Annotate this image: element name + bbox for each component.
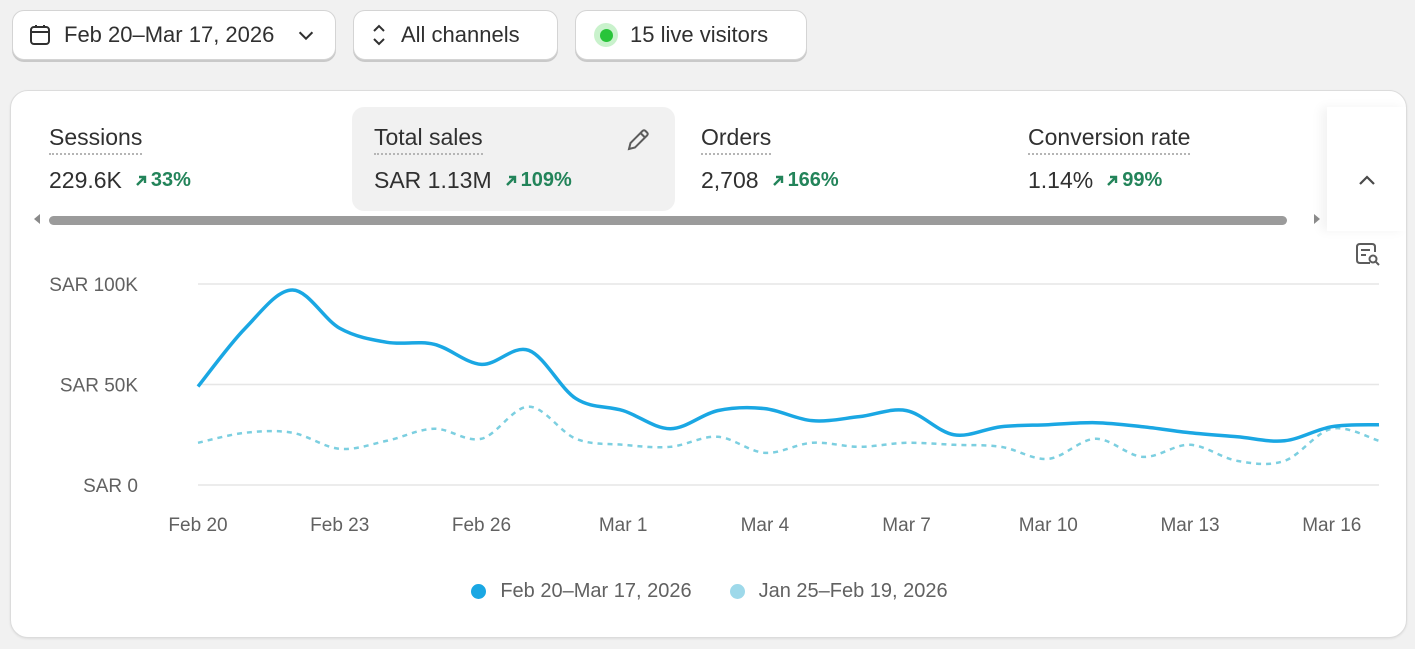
legend-label-current: Feb 20–Mar 17, 2026 [500,580,692,602]
y-tick-label: SAR 100K [49,275,138,296]
scroll-right-arrow-icon[interactable] [1311,211,1323,227]
metric-title: Conversion rate [1028,123,1191,155]
legend-item-current[interactable]: Feb 20–Mar 17, 2026 [471,580,692,603]
pencil-icon[interactable] [623,125,653,155]
metric-total-sales[interactable]: Total sales SAR 1.13M 109% [352,107,675,211]
arrow-up-right-icon [772,175,783,186]
channels-label: All channels [401,22,520,47]
date-range-button[interactable]: Feb 20–Mar 17, 2026 [12,10,336,60]
legend-item-previous[interactable]: Jan 25–Feb 19, 2026 [729,580,948,603]
toolbar: Feb 20–Mar 17, 2026 All channels 15 live… [12,10,807,60]
metric-sessions[interactable]: Sessions 229.6K 33% [27,107,327,211]
chevron-down-icon [298,31,314,41]
collapse-metrics-button[interactable] [1327,107,1406,231]
x-tick-label: Feb 20 [168,515,227,536]
date-range-label: Feb 20–Mar 17, 2026 [64,22,275,47]
x-tick-label: Mar 4 [741,515,790,536]
series-line-previous [197,405,1380,466]
y-tick-label: SAR 50K [60,376,138,397]
x-tick-label: Feb 26 [452,515,511,536]
x-tick-label: Mar 10 [1019,515,1078,536]
metric-orders[interactable]: Orders 2,708 166% [679,107,979,211]
scroll-left-arrow-icon[interactable] [31,211,43,227]
channels-selector[interactable]: All channels [353,10,558,60]
metric-value: 229.6K [49,167,122,193]
live-status-icon [594,23,618,47]
live-visitors-label: 15 live visitors [630,22,769,47]
metric-title: Total sales [374,123,483,155]
metric-title: Sessions [49,123,143,155]
metric-change: 99% [1105,169,1162,192]
x-tick-label: Mar 13 [1160,515,1219,536]
legend-dot-previous [729,584,745,599]
metric-value: 2,708 [701,167,759,193]
metric-change: 166% [771,169,839,192]
chevron-up-icon [1359,175,1375,185]
metrics-scrollbar[interactable] [49,216,1287,225]
x-tick-label: Mar 16 [1302,515,1361,536]
metric-change: 33% [134,169,191,192]
chart-inspect-icon[interactable] [1352,239,1382,269]
metric-title: Orders [701,123,772,155]
metric-conversion-rate[interactable]: Conversion rate 1.14% 99% [1006,107,1306,211]
calendar-icon [30,25,50,45]
metric-value: SAR 1.13M [374,167,492,193]
legend-label-previous: Jan 25–Feb 19, 2026 [758,580,948,602]
live-visitors-button[interactable]: 15 live visitors [575,10,807,60]
x-tick-label: Mar 7 [882,515,931,536]
arrow-up-right-icon [1107,175,1118,186]
chart-legend: Feb 20–Mar 17, 2026 Jan 25–Feb 19, 2026 [11,580,1406,603]
x-tick-label: Feb 23 [310,515,369,536]
sales-line-chart: SAR 100K SAR 50K SAR 0 Feb 20 Feb 23 Feb 26 Ma… [49,275,1380,536]
select-arrows-icon [373,24,385,46]
x-tick-label: Mar 1 [599,515,648,536]
arrow-up-right-icon [505,175,516,186]
metric-change: 109% [504,169,572,192]
arrow-up-right-icon [136,175,147,186]
analytics-card: Sessions 229.6K 33% Total sales SAR 1.13… [10,90,1407,638]
metric-value: 1.14% [1028,167,1094,193]
legend-dot-current [471,584,487,599]
y-tick-label: SAR 0 [83,476,138,497]
series-line-current [196,288,1380,443]
